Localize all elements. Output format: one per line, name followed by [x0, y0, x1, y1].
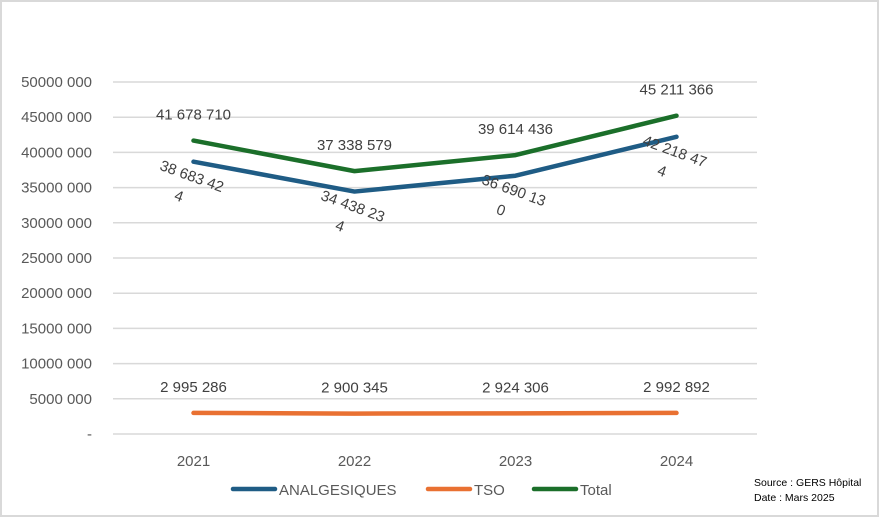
legend-item-analgesiques: ANALGESIQUES	[230, 482, 397, 499]
data-label-line: 4	[655, 162, 669, 181]
source-text: Source : GERS Hôpital	[754, 477, 861, 489]
y-tick-label: 50000 000	[21, 74, 92, 91]
data-label-line: 0	[494, 201, 508, 220]
data-label-line: 38 683 42	[157, 157, 226, 196]
series-line-analgesiques	[191, 134, 679, 194]
data-label: 41 678 710	[156, 107, 231, 124]
data-label: 45 211 366	[640, 82, 714, 99]
y-tick-label: 15000 000	[21, 320, 92, 337]
y-tick-label: 45000 000	[21, 109, 92, 126]
legend: ANALGESIQUES TSO Total	[230, 482, 612, 499]
y-tick-label: 30000 000	[21, 215, 92, 232]
x-axis-ticks: 2021 2022 2023 2024	[177, 453, 693, 470]
y-tick-label: 5000 000	[29, 391, 92, 408]
data-label: 2 995 286	[160, 379, 227, 396]
source-note: Source : GERS Hôpital Date : Mars 2025	[754, 477, 861, 504]
y-tick-label: 10000 000	[21, 356, 92, 373]
y-tick-label: 20000 000	[21, 285, 92, 302]
data-label: 2 900 345	[321, 380, 388, 397]
data-label: 34 438 234	[318, 187, 387, 236]
x-tick-label: 2023	[499, 453, 532, 470]
legend-label: TSO	[474, 482, 505, 499]
date-text: Date : Mars 2025	[754, 492, 835, 504]
x-tick-label: 2021	[177, 453, 210, 470]
legend-label: ANALGESIQUES	[279, 482, 397, 499]
data-label: 37 338 579	[317, 137, 392, 154]
series-line-total	[191, 113, 679, 174]
data-label-line: 4	[333, 217, 347, 236]
data-label-line: 4	[172, 187, 186, 206]
legend-label: Total	[580, 482, 612, 499]
legend-item-total: Total	[531, 482, 612, 499]
series-lines	[191, 113, 679, 416]
legend-item-tso: TSO	[425, 482, 505, 499]
x-tick-label: 2022	[338, 453, 371, 470]
y-axis-ticks: - 5000 000 10000 000 15000 000 20000 000 2500…	[21, 74, 92, 443]
y-tick-label: -	[87, 426, 92, 443]
gridlines	[113, 81, 757, 435]
data-label: 2 992 892	[643, 379, 710, 396]
data-label: 36 690 130	[479, 171, 548, 220]
data-label: 42 218 474	[640, 132, 709, 181]
series-line-tso	[191, 410, 679, 416]
data-label: 39 614 436	[478, 121, 553, 138]
y-tick-label: 25000 000	[21, 250, 92, 267]
x-tick-label: 2024	[660, 453, 693, 470]
y-tick-label: 35000 000	[21, 180, 92, 197]
y-tick-label: 40000 000	[21, 144, 92, 161]
data-label: 2 924 306	[482, 379, 549, 396]
